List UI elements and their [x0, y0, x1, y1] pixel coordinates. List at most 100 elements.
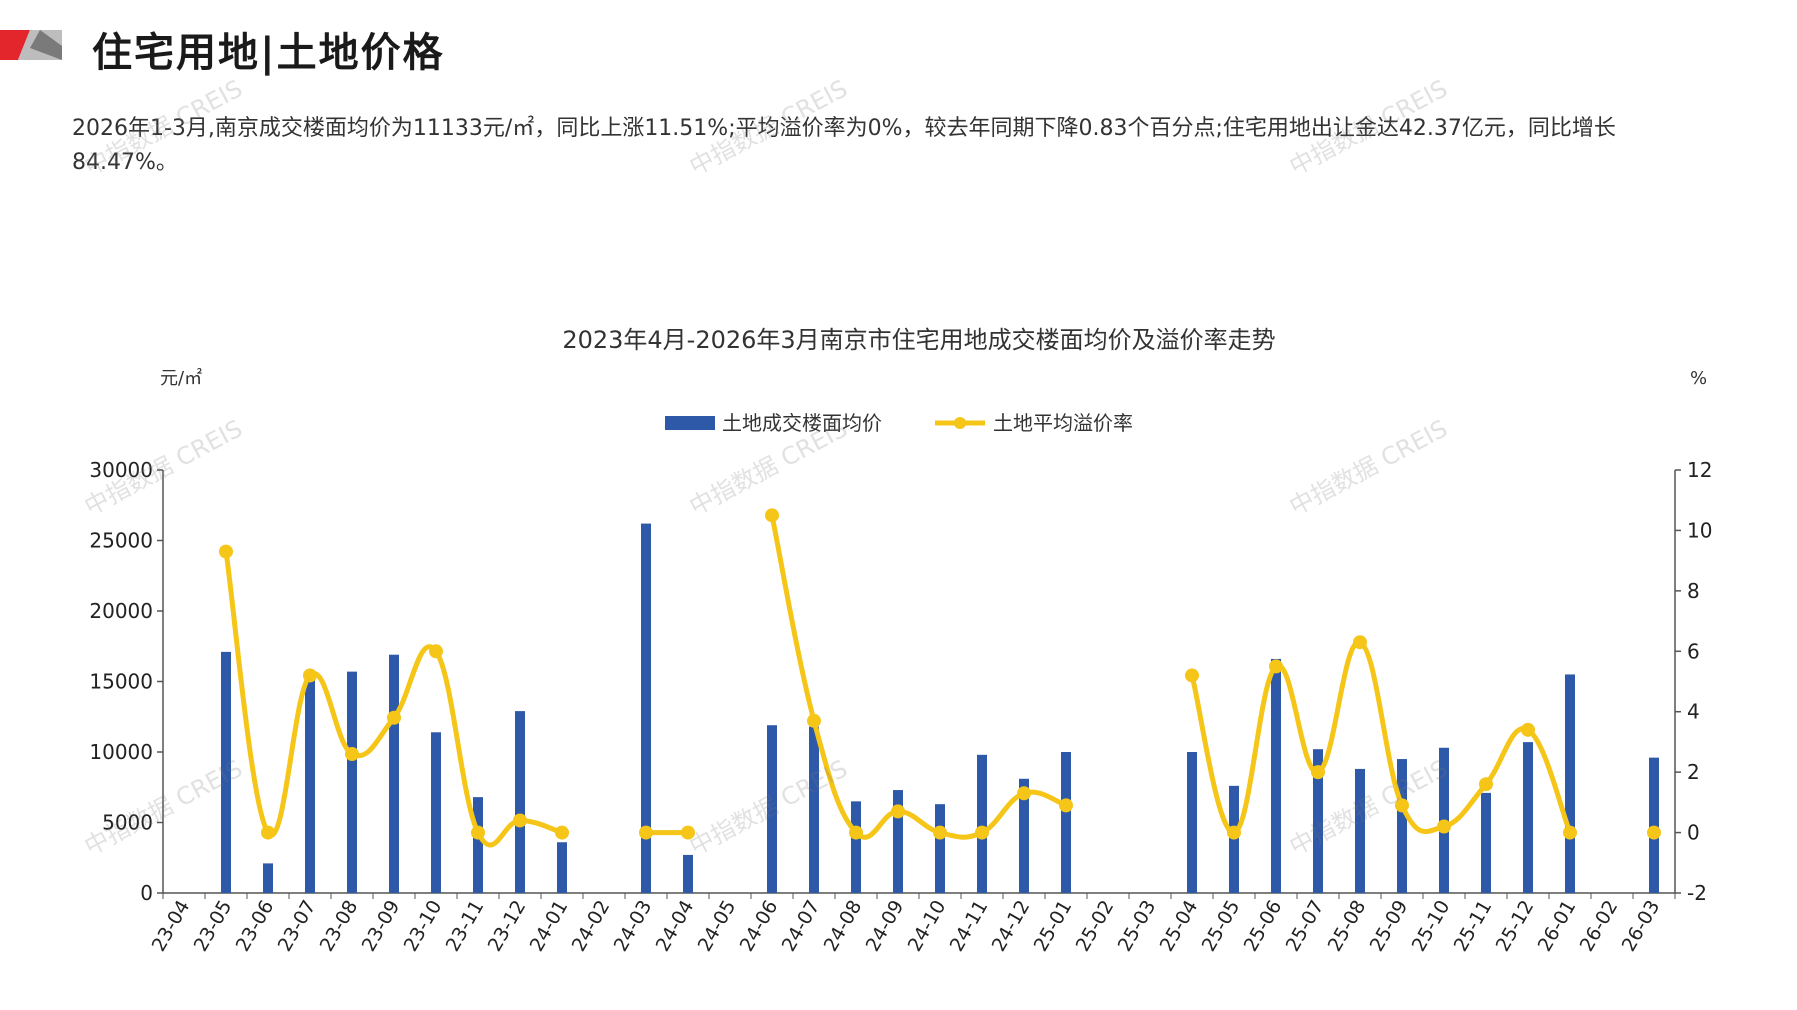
legend-label-bar: 土地成交楼面均价	[722, 411, 882, 435]
y-left-tick-label: 10000	[89, 740, 153, 764]
y-right-tick-label: 0	[1687, 821, 1700, 845]
y-left-tick-label: 0	[140, 881, 153, 905]
line-point	[261, 825, 275, 840]
bar	[431, 732, 441, 893]
y-left-unit: 元/㎡	[160, 367, 202, 389]
y-left-tick-label: 30000	[89, 458, 153, 482]
x-tick-label: 24-10	[904, 897, 951, 956]
line-point	[1269, 659, 1283, 674]
line-point	[849, 825, 863, 840]
x-tick-label: 24-05	[694, 897, 741, 956]
y-left-tick-label: 5000	[102, 811, 153, 835]
bar	[1187, 752, 1197, 893]
y-right-tick-label: 10	[1687, 518, 1712, 542]
line-point	[1227, 825, 1241, 840]
line-point	[639, 825, 653, 840]
x-tick-label: 25-11	[1450, 897, 1497, 956]
bar	[1397, 759, 1407, 893]
line-point	[1521, 722, 1535, 737]
y-right-unit: %	[1690, 368, 1707, 389]
line-point	[1395, 798, 1409, 813]
y-left-tick-label: 20000	[89, 599, 153, 623]
y-right-tick-label: 8	[1687, 579, 1700, 603]
bar	[767, 725, 777, 893]
x-tick-label: 24-02	[568, 897, 615, 956]
line-point	[1437, 819, 1451, 834]
y-right-tick-label: 6	[1687, 639, 1700, 663]
y-right-tick-label: 12	[1687, 458, 1712, 482]
line-point	[429, 644, 443, 659]
bar	[305, 680, 315, 893]
bar	[473, 797, 483, 893]
legend-label-line: 土地平均溢价率	[993, 411, 1133, 435]
legend-marker-line	[954, 417, 966, 429]
line-point	[933, 825, 947, 840]
x-tick-label: 23-05	[190, 897, 237, 956]
line-point	[555, 825, 569, 840]
x-tick-label: 24-08	[820, 897, 867, 956]
legend-swatch-bar	[665, 416, 715, 430]
bar	[557, 842, 567, 893]
line-point	[975, 825, 989, 840]
y-right-tick-label: 2	[1687, 760, 1700, 784]
chart-title: 2023年4月-2026年3月南京市住宅用地成交楼面均价及溢价率走势	[562, 326, 1275, 354]
x-tick-label: 23-10	[400, 897, 447, 956]
bar	[221, 651, 231, 893]
x-tick-label: 24-11	[946, 897, 993, 956]
line-point	[219, 544, 233, 559]
line-point	[1185, 668, 1199, 683]
x-tick-label: 23-06	[232, 897, 279, 956]
x-tick-label: 26-03	[1618, 897, 1665, 956]
bar	[1061, 752, 1071, 893]
bar	[1355, 768, 1365, 893]
bar	[641, 523, 651, 893]
x-tick-label: 24-04	[652, 897, 699, 956]
x-tick-label: 25-10	[1408, 897, 1455, 956]
line-point	[1563, 825, 1577, 840]
line-point	[1017, 786, 1031, 801]
x-tick-label: 25-07	[1282, 897, 1329, 956]
x-tick-label: 23-04	[148, 897, 195, 956]
bar	[1481, 792, 1491, 893]
bar	[1313, 749, 1323, 893]
bar	[809, 726, 819, 893]
x-tick-label: 25-04	[1156, 897, 1203, 956]
x-tick-label: 25-03	[1114, 897, 1161, 956]
y-left-tick-label: 25000	[89, 529, 153, 553]
x-tick-label: 23-11	[442, 897, 489, 956]
line-point	[681, 825, 695, 840]
x-tick-label: 23-08	[316, 897, 363, 956]
x-tick-label: 23-12	[484, 897, 531, 956]
bar	[347, 671, 357, 893]
x-tick-label: 26-01	[1534, 897, 1581, 956]
x-tick-label: 25-08	[1324, 897, 1371, 956]
bar	[977, 754, 987, 893]
line-point	[345, 747, 359, 762]
line-point	[1059, 798, 1073, 813]
summary-text: 2026年1-3月,南京成交楼面均价为11133元/㎡，同比上涨11.51%;平…	[72, 116, 1616, 175]
y-left-tick-label: 15000	[89, 670, 153, 694]
x-tick-label: 25-05	[1198, 897, 1245, 956]
line-point	[1311, 765, 1325, 780]
bar	[1565, 674, 1575, 893]
bar	[1649, 757, 1659, 893]
x-tick-label: 24-07	[778, 897, 825, 956]
x-tick-label: 24-06	[736, 897, 783, 956]
x-tick-label: 25-09	[1366, 897, 1413, 956]
line-point	[387, 710, 401, 725]
bar	[1523, 742, 1533, 893]
x-tick-label: 25-02	[1072, 897, 1119, 956]
x-tick-label: 24-12	[988, 897, 1035, 956]
series-line	[1189, 639, 1573, 836]
line-point	[807, 713, 821, 728]
line-point	[471, 825, 485, 840]
bar	[683, 854, 693, 893]
line-point	[891, 804, 905, 819]
line-point	[765, 508, 779, 523]
x-tick-label: 25-06	[1240, 897, 1287, 956]
x-tick-label: 23-09	[358, 897, 405, 956]
x-tick-label: 23-07	[274, 897, 321, 956]
line-point	[303, 668, 317, 683]
x-tick-label: 24-09	[862, 897, 909, 956]
